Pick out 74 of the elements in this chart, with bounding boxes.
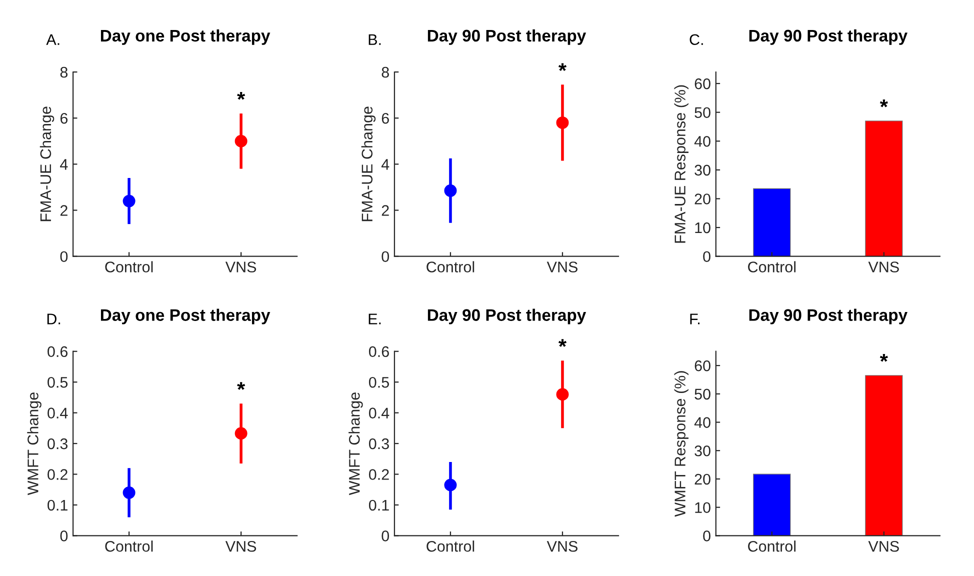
x-tick-label: Control — [426, 540, 474, 552]
x-tick-label: VNS — [546, 540, 578, 552]
y-tick-label: 20 — [694, 194, 710, 204]
y-tick-label: 0.6 — [48, 346, 68, 358]
y-tick-label: 0.3 — [48, 438, 68, 450]
y-tick-label: 0.5 — [368, 376, 389, 388]
chart-title: Day 90 Post therapy — [428, 29, 586, 45]
y-axis-title: WMFT Change — [348, 392, 363, 496]
annotation: * — [237, 382, 246, 390]
text: B. — [368, 34, 381, 45]
x-tick-label: Control — [426, 261, 474, 272]
x-tick-label: VNS — [868, 262, 899, 272]
y-tick-label: 0.4 — [368, 408, 390, 418]
text: A. — [46, 34, 60, 45]
y-tick-label: 0.2 — [48, 469, 68, 480]
text: * — [558, 339, 567, 347]
y-tick-label: 30 — [694, 164, 710, 176]
y-tick-label: 0.3 — [368, 438, 389, 450]
text: F. — [690, 314, 700, 324]
x-tick-label: Control — [105, 261, 153, 272]
x-tick-label: VNS — [546, 262, 578, 272]
y-tick-label: 0.2 — [368, 469, 389, 480]
y-axis-title: FMA-UE Change — [40, 106, 54, 222]
y-tick-label: 2 — [60, 205, 68, 216]
chart-title: Day 90 Post therapy — [749, 29, 908, 45]
annotation: * — [237, 92, 246, 100]
y-tick-label: 8 — [60, 66, 68, 78]
text: * — [558, 63, 567, 71]
x-tick-label: Control — [105, 540, 153, 552]
y-tick-label: 0 — [382, 530, 390, 542]
x-tick-label: Control — [748, 261, 796, 272]
y-tick-label: 6 — [60, 112, 68, 124]
y-tick-label: 0 — [703, 530, 710, 542]
x-tick-label: VNS — [225, 540, 256, 552]
y-tick-label: 6 — [382, 112, 389, 124]
chart-title: Day one Post therapy — [100, 29, 270, 45]
y-tick-label: 40 — [694, 136, 710, 147]
text: E. — [368, 314, 381, 324]
y-tick-label: 0.1 — [48, 500, 68, 511]
chart-title: Day 90 Post therapy — [749, 308, 908, 324]
y-tick-label: 4 — [381, 159, 390, 170]
chart-title: Day one Post therapy — [100, 308, 270, 324]
text: C. — [690, 34, 703, 46]
y-tick-label: 0.4 — [48, 408, 68, 418]
y-tick-label: 60 — [694, 78, 710, 90]
y-tick-label: 0.6 — [368, 346, 389, 358]
y-tick-label: 4 — [60, 159, 68, 170]
y-tick-label: 50 — [694, 388, 710, 400]
y-axis-title: WMFT Response (%) — [674, 371, 688, 517]
y-tick-label: 50 — [694, 107, 710, 118]
annotation: * — [880, 354, 888, 362]
y-tick-label: 0.5 — [48, 376, 68, 388]
y-axis-title: WMFT Change — [27, 392, 42, 496]
y-tick-label: 0 — [382, 251, 390, 262]
y-axis-title: FMA-UE Response (%) — [674, 85, 688, 243]
x-tick-label: VNS — [868, 540, 899, 552]
y-tick-label: 0 — [703, 251, 710, 262]
y-tick-label: 0 — [60, 530, 68, 542]
chart-title: Day 90 Post therapy — [428, 308, 586, 324]
text: D. — [47, 314, 60, 324]
y-tick-label: 10 — [695, 222, 710, 234]
y-axis-title: FMA-UE Change — [361, 106, 376, 222]
x-tick-label: VNS — [225, 262, 256, 272]
y-tick-label: 0 — [60, 251, 68, 262]
y-tick-label: 2 — [382, 205, 389, 216]
annotation: * — [880, 100, 888, 108]
y-tick-label: 40 — [694, 417, 710, 428]
y-tick-label: 30 — [694, 445, 710, 456]
y-tick-label: 20 — [694, 474, 710, 485]
y-tick-label: 10 — [695, 502, 710, 514]
y-tick-label: 0.1 — [368, 500, 389, 511]
y-tick-label: 8 — [382, 66, 389, 78]
y-tick-label: 60 — [694, 360, 710, 372]
x-tick-label: Control — [748, 540, 796, 552]
